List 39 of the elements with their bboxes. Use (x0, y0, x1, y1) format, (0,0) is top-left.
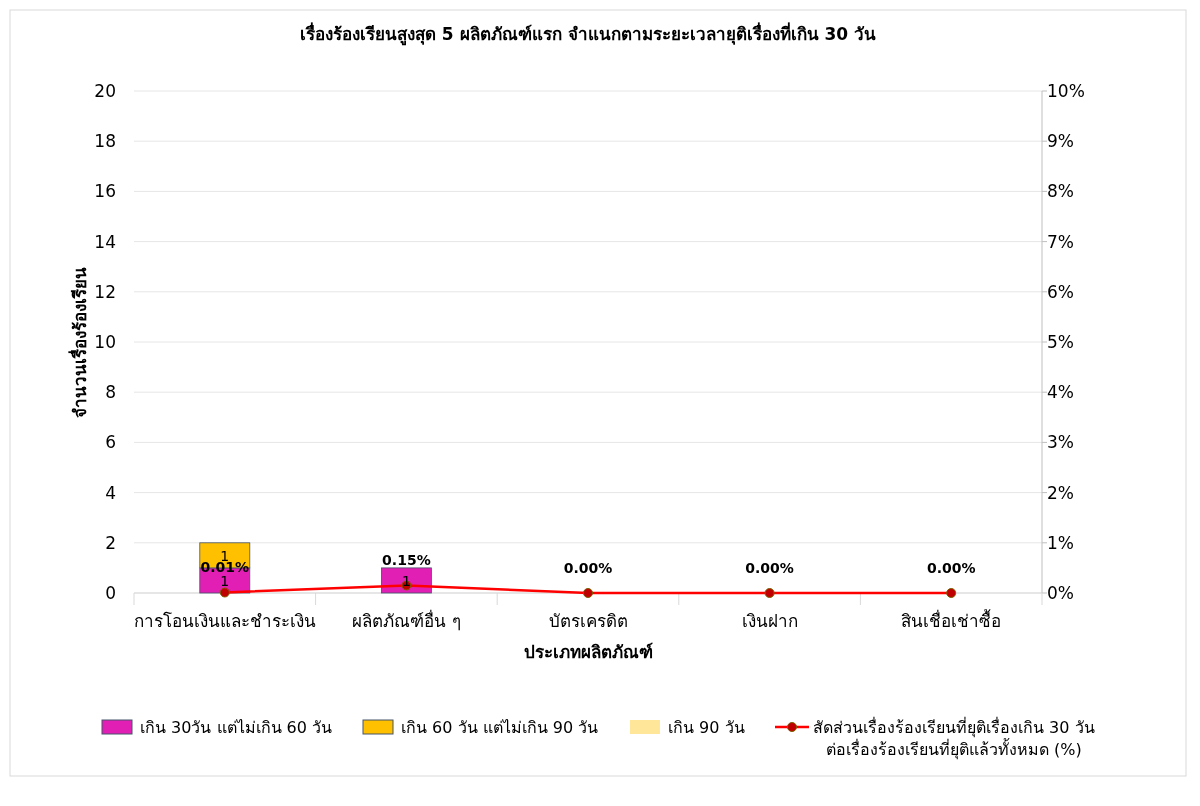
y2-tick-label: 7% (1047, 231, 1074, 252)
x-tick-label: การโอนเงินและชำระเงิน (133, 611, 316, 631)
y-tick-label: 12 (94, 281, 116, 302)
y-tick-label: 8 (105, 382, 116, 403)
x-tick-label: บัตรเครดิต (548, 611, 628, 631)
y2-tick-label: 2% (1047, 482, 1074, 503)
y2-tick-label: 1% (1047, 532, 1074, 553)
data-label: 0.15% (382, 552, 431, 569)
y2-tick-label: 9% (1047, 131, 1074, 152)
chart-title: เรื่องร้องเรียนสูงสุด 5 ผลิตภัณฑ์แรก จำแนกตามระยะเวลายุติเรื่องที่เกิน 30 วัน (299, 22, 877, 46)
x-tick-label: สินเชื่อเช่าซื้อ (901, 609, 1002, 631)
y-tick-label: 20 (94, 81, 116, 101)
x-tick-label: ผลิตภัณฑ์อื่น ๆ (352, 609, 461, 631)
legend-label: สัดส่วนเรื่องร้องเรียนที่ยุติเรื่องเกิน 30 วัน ต่อเรื่องร้องเรียนที่ยุติแล้วทั้งหมด (%) (813, 716, 1095, 760)
data-label: 1 (220, 573, 230, 590)
y-tick-label: 2 (105, 532, 116, 553)
data-label: 0.00% (563, 560, 613, 576)
y2-tick-label: 5% (1047, 332, 1074, 352)
data-label: 0.00% (926, 560, 976, 576)
y-axis-title: จำนวนเรื่องร้องเรียน (68, 266, 90, 418)
legend-label: เกิน 90 วัน (668, 718, 745, 737)
y-tick-label: 16 (94, 181, 116, 202)
x-tick-label: เงินฝาก (741, 611, 798, 631)
y-tick-label: 14 (94, 231, 116, 252)
y-tick-label: 18 (94, 131, 116, 152)
x-axis-title: ประเภทผลิตภัณฑ์ (523, 642, 653, 662)
y2-tick-label: 8% (1047, 181, 1074, 202)
y2-tick-label: 4% (1047, 382, 1074, 403)
y2-tick-label: 3% (1047, 432, 1074, 453)
y-tick-label: 6 (105, 432, 116, 453)
legend-label: เกิน 30วัน แต่ไม่เกิน 60 วัน (140, 718, 333, 737)
y-tick-label: 4 (105, 482, 116, 503)
y2-tick-label: 10% (1047, 81, 1085, 101)
data-label: 0.00% (745, 560, 794, 576)
legend-label: เกิน 60 วัน แต่ไม่เกิน 90 วัน (401, 718, 599, 737)
y-tick-label: 10 (94, 332, 116, 352)
y2-tick-label: 6% (1047, 281, 1074, 302)
y-tick-label: 0 (105, 583, 116, 603)
y2-tick-label: 0% (1047, 583, 1074, 603)
